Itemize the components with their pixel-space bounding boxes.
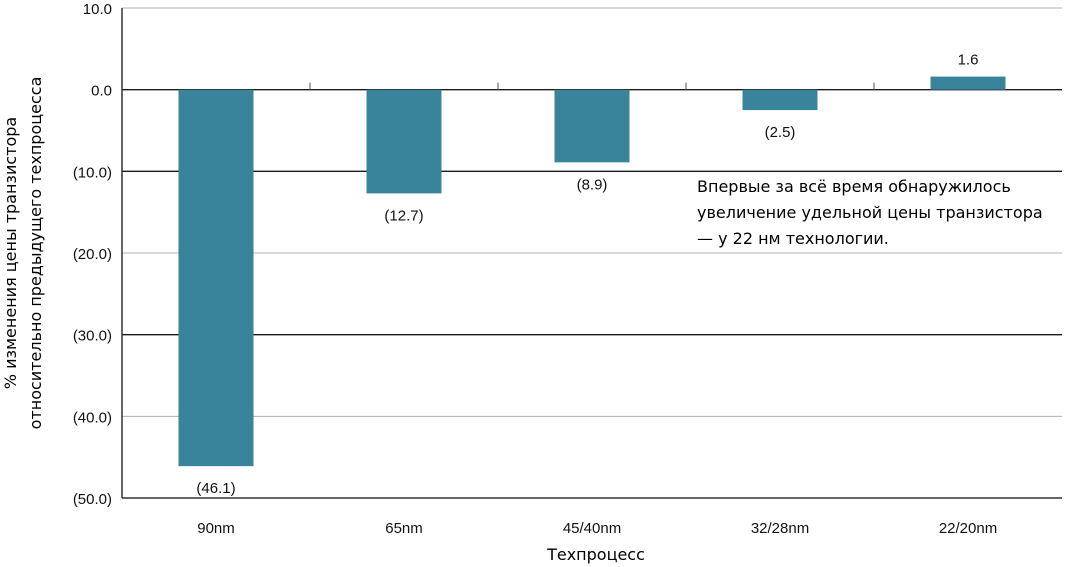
x-tick-label: 45/40nm <box>563 520 621 537</box>
x-axis-title: Техпроцесс <box>546 545 645 564</box>
y-tick-label: (50.0) <box>73 491 112 508</box>
bar-value-label: (46.1) <box>196 480 235 497</box>
bar <box>178 89 254 467</box>
bar-value-label: 1.6 <box>958 52 979 69</box>
y-axis-title-line-2: относительно предыдущего техпроцесса <box>26 77 45 430</box>
x-tick-label: 65nm <box>385 520 423 537</box>
y-tick-labels: 10.0 0.0 (10.0) (20.0) (30.0) (40.0) (50.0) <box>73 1 112 508</box>
bar-value-label: (2.5) <box>765 124 796 141</box>
bar-value-label: (8.9) <box>577 176 608 193</box>
annotation-note: Впервые за всё время обнаружилось увелич… <box>697 177 1043 248</box>
y-tick-label: (30.0) <box>73 328 112 345</box>
y-tick-label: 10.0 <box>83 1 112 18</box>
y-axis-title-line-1: % изменения цены транзистора <box>1 117 20 389</box>
x-tick-label: 22/20nm <box>939 520 997 537</box>
bar <box>742 89 818 111</box>
y-tick-label: (10.0) <box>73 164 112 181</box>
bar <box>554 89 630 163</box>
y-tick-label: (20.0) <box>73 246 112 263</box>
data-labels: (46.1) (12.7) (8.9) (2.5) 1.6 <box>196 52 978 498</box>
bar-value-label: (12.7) <box>384 207 423 224</box>
gridlines <box>122 7 1062 417</box>
x-tick-labels: 90nm 65nm 45/40nm 32/28nm 22/20nm <box>197 520 997 537</box>
bar <box>366 89 442 194</box>
x-tick-label: 90nm <box>197 520 235 537</box>
bars <box>178 76 1006 467</box>
bar <box>930 76 1006 90</box>
x-tick-label: 32/28nm <box>751 520 809 537</box>
y-tick-label: 0.0 <box>91 83 112 100</box>
y-tick-label: (40.0) <box>73 409 112 426</box>
